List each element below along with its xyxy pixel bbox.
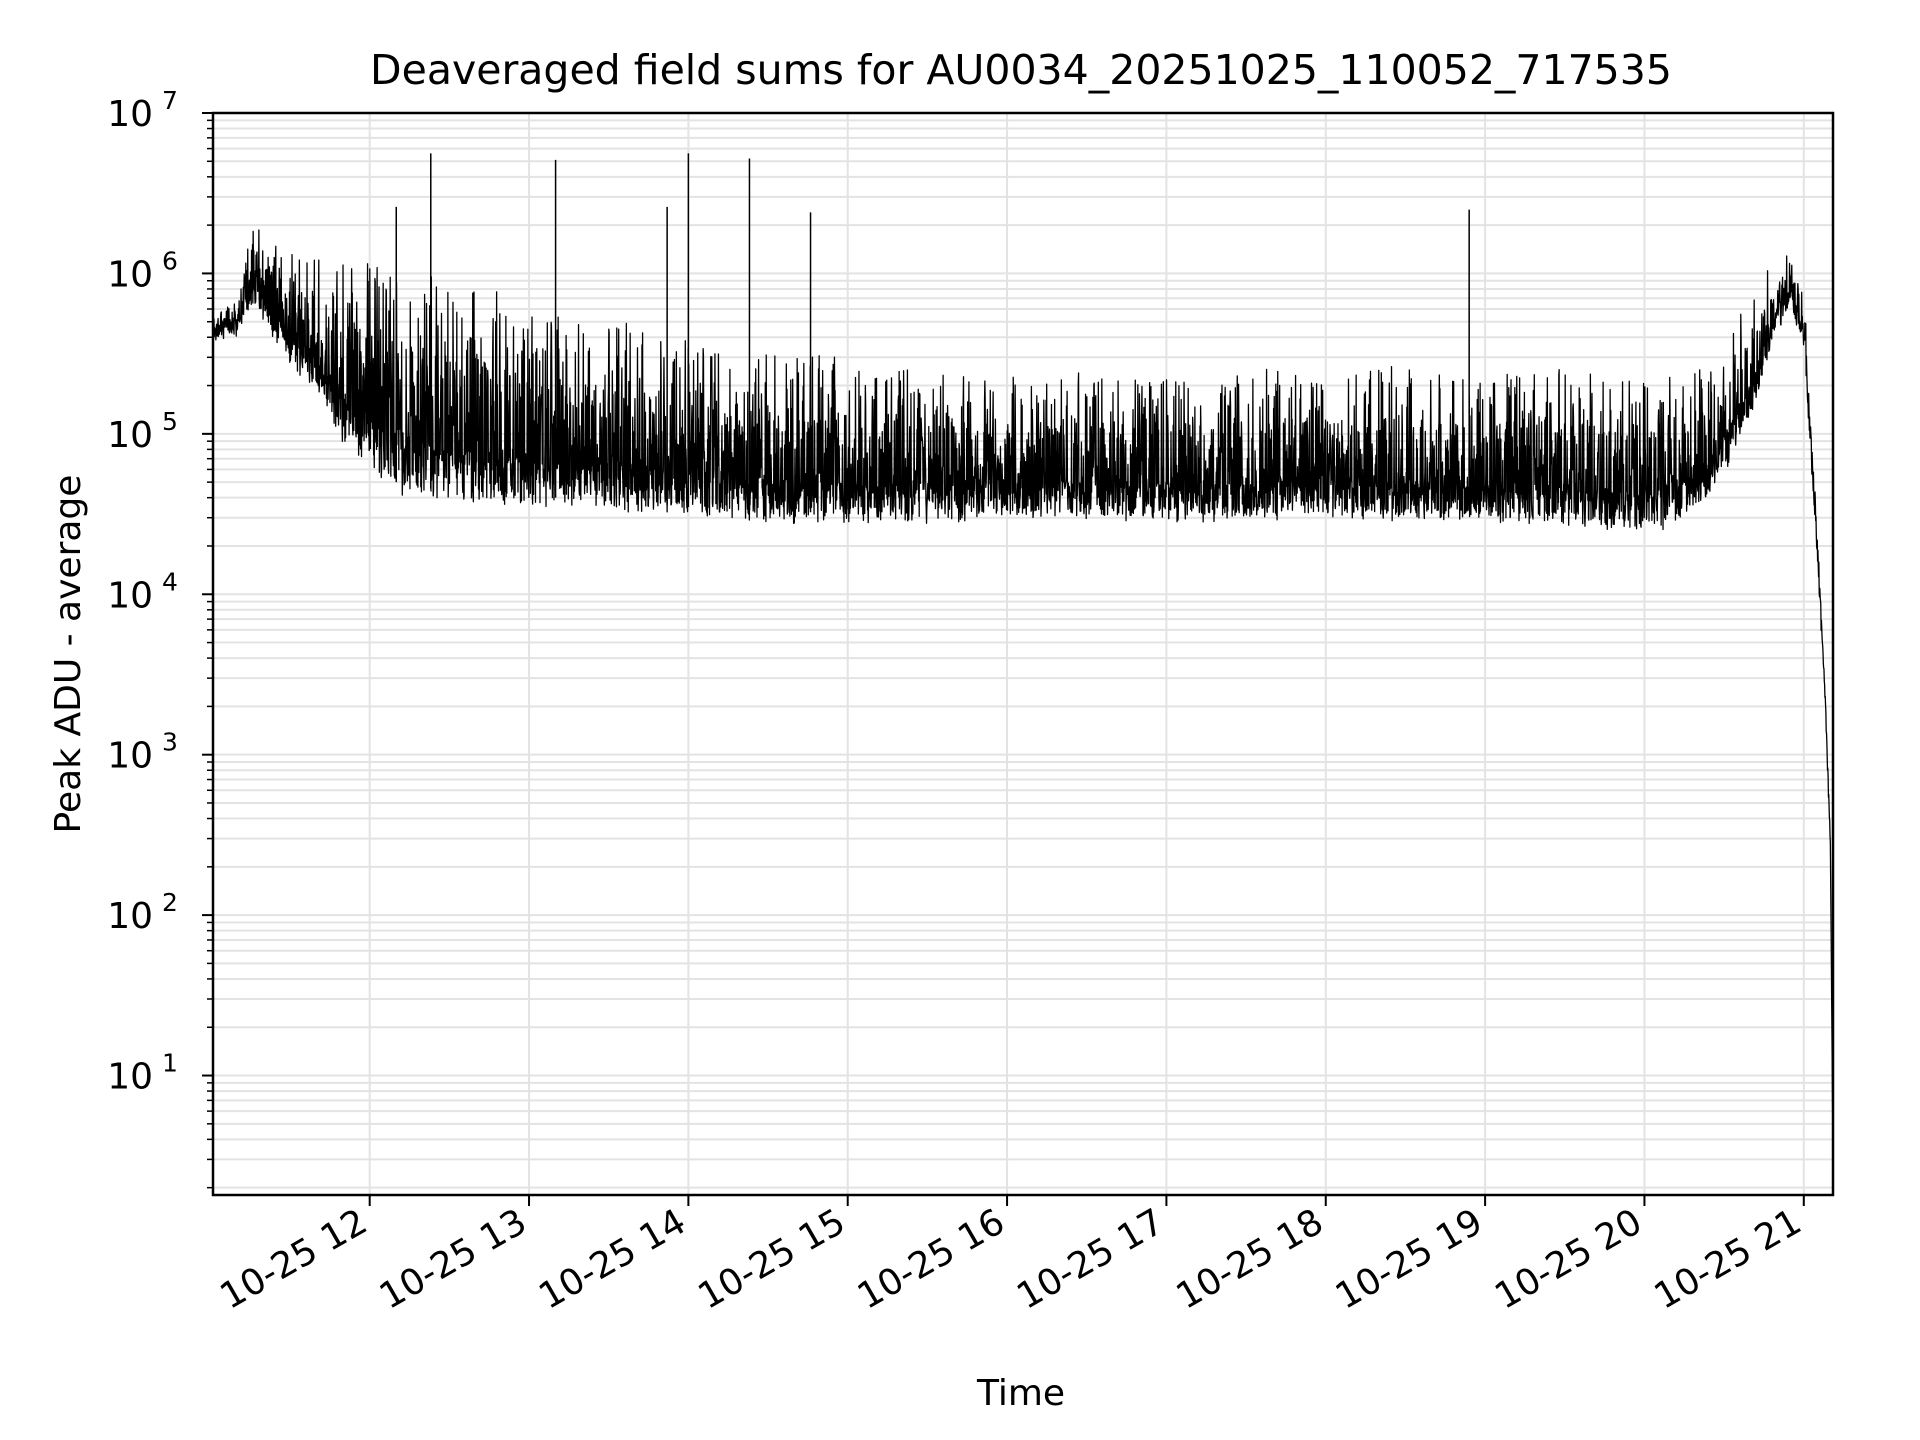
- y-tick-label-exponent: 4: [162, 567, 178, 596]
- y-tick-label-exponent: 3: [162, 728, 178, 757]
- y-tick-label-exponent: 5: [162, 407, 178, 436]
- y-tick-label: 10: [107, 254, 153, 295]
- chart-title: Deaveraged field sums for AU0034_2025102…: [370, 46, 1672, 94]
- plot-area: [212, 153, 1834, 1138]
- y-tick-label: 10: [107, 415, 153, 456]
- axes-frame: [211, 111, 1835, 1197]
- y-tick-label-exponent: 2: [162, 888, 178, 917]
- y-tick-label: 10: [107, 1057, 153, 1098]
- y-tick-label-exponent: 6: [162, 246, 178, 275]
- series-line: [212, 229, 1834, 1138]
- y-tick-label-exponent: 1: [162, 1049, 178, 1078]
- y-tick-label: 10: [107, 896, 153, 937]
- grid: [213, 112, 1833, 1195]
- y-axis: 10 1 10 2 10 3 10 4 10 5 10 6 10 7: [107, 86, 213, 1189]
- y-tick-label-exponent: 7: [162, 86, 178, 115]
- x-axis-label: Time: [976, 1373, 1065, 1414]
- y-tick-label: 10: [107, 575, 153, 616]
- y-tick-label: 10: [107, 94, 153, 135]
- y-tick-label: 10: [107, 736, 153, 777]
- y-axis-label: Peak ADU - average: [48, 475, 89, 834]
